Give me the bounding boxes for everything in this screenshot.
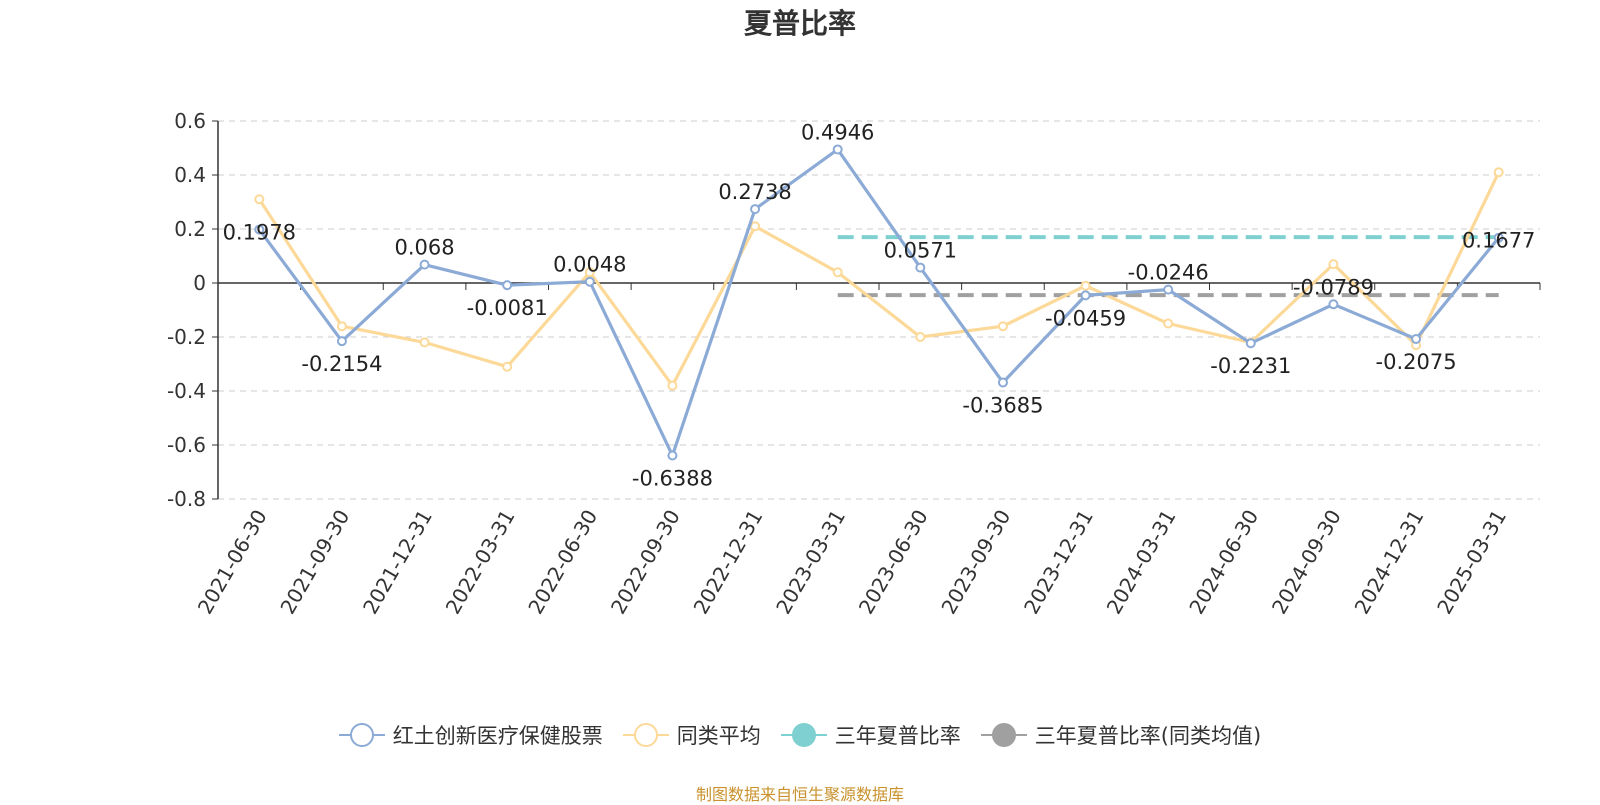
data-label: -0.2075: [1376, 350, 1457, 374]
point-fund: [1163, 284, 1174, 295]
data-label: 0.4946: [801, 120, 874, 144]
source-note: 制图数据来自恒生聚源数据库: [695, 785, 904, 804]
point-peer: [750, 221, 761, 232]
point-fund: [1080, 290, 1091, 301]
point-fund: [750, 204, 761, 215]
x-tick-label: 2024-06-30: [1184, 506, 1263, 619]
x-tick-label: 2021-06-30: [193, 506, 272, 619]
x-tick-label: 2022-12-31: [688, 506, 767, 619]
data-label: 0.2738: [718, 180, 791, 204]
x-tick-label: 2023-09-30: [936, 506, 1015, 619]
legend-item-fund[interactable]: 红土创新医疗保健股票: [338, 720, 603, 750]
x-tick-label: 2023-12-31: [1019, 506, 1098, 619]
point-peer: [1080, 280, 1091, 291]
data-label: -0.2154: [301, 352, 382, 376]
legend-label: 三年夏普比率: [834, 724, 961, 748]
y-tick-label: -0.4: [167, 379, 206, 403]
point-fund: [1493, 232, 1504, 243]
data-label: 0.1677: [1462, 229, 1535, 253]
series: [254, 144, 1504, 461]
x-tick-label: 2024-03-31: [1102, 506, 1181, 619]
point-fund: [1411, 334, 1422, 345]
y-tick-label: -0.8: [167, 487, 206, 511]
point-fund: [336, 336, 347, 347]
x-tick-label: 2024-12-31: [1349, 506, 1428, 619]
grid-lines: [218, 120, 1540, 500]
x-tick-label: 2023-06-30: [854, 506, 933, 619]
point-fund: [667, 450, 678, 461]
legend-label: 红土创新医疗保健股票: [392, 724, 603, 748]
point-peer: [1328, 259, 1339, 270]
y-tick-label: -0.2: [167, 325, 206, 349]
point-peer: [915, 332, 926, 342]
x-tick-label: 2022-09-30: [606, 506, 685, 619]
point-peer: [254, 194, 265, 205]
point-fund: [915, 262, 926, 273]
y-tick-label: -0.6: [167, 433, 206, 457]
data-label: 0.1978: [223, 221, 296, 245]
point-fund: [832, 144, 843, 155]
data-label: -0.0459: [1045, 306, 1126, 330]
point-peer: [584, 267, 595, 278]
point-peer: [419, 337, 430, 348]
point-fund: [997, 377, 1008, 388]
legend-marker-icon: [780, 723, 827, 747]
x-tick-label: 2025-03-31: [1432, 506, 1511, 619]
legend-label: 三年夏普比率(同类均值): [1034, 724, 1262, 748]
legend-marker-icon: [980, 723, 1027, 747]
y-tick-label: 0.6: [174, 109, 206, 133]
point-fund: [1245, 338, 1256, 349]
x-tick-label: 2022-06-30: [523, 506, 602, 619]
data-label: -0.2231: [1210, 354, 1291, 378]
x-tick-label: 2022-03-31: [441, 506, 520, 619]
legend-item-peer[interactable]: 同类平均: [622, 720, 761, 750]
point-peer: [667, 380, 678, 391]
legend: 红土创新医疗保健股票 同类平均 三年夏普比率 三年夏普比率(同类均值): [0, 720, 1600, 750]
point-peer: [336, 321, 347, 332]
data-label: -0.0246: [1128, 261, 1209, 285]
reference-lines: [837, 235, 1499, 298]
data-label: 0.0048: [553, 253, 626, 277]
data-label: -0.3685: [962, 393, 1043, 417]
point-fund: [1328, 299, 1339, 310]
legend-marker-icon: [622, 723, 669, 747]
legend-marker-icon: [338, 723, 385, 747]
x-tick-label: 2021-09-30: [275, 506, 354, 619]
y-tick-label: 0.2: [174, 217, 206, 241]
x-tick-label: 2023-03-31: [771, 506, 850, 619]
y-tick-label: 0.4: [174, 163, 206, 187]
data-label: -0.0081: [467, 296, 548, 320]
legend-label: 同类平均: [676, 724, 761, 748]
series-line-peer: [257, 171, 1501, 388]
series-line-fund: [258, 147, 1500, 458]
point-peer: [832, 267, 843, 278]
data-label: 0.0571: [884, 239, 957, 263]
legend-item-three_year[interactable]: 三年夏普比率: [780, 720, 961, 750]
point-fund: [254, 224, 265, 235]
chart-title: 夏普比率: [744, 7, 856, 40]
y-tick-label: 0: [193, 271, 206, 295]
data-label: 0.068: [395, 236, 455, 260]
point-peer: [997, 321, 1008, 332]
legend-item-three_year_peer[interactable]: 三年夏普比率(同类均值): [980, 720, 1262, 750]
data-label: -0.6388: [632, 466, 713, 490]
point-peer: [502, 361, 513, 372]
point-fund: [584, 276, 595, 287]
point-fund: [419, 259, 430, 270]
point-peer: [1493, 167, 1504, 178]
point-fund: [502, 280, 513, 291]
data-label: -0.0789: [1293, 275, 1374, 299]
point-peer: [1163, 318, 1174, 329]
x-tick-label: 2021-12-31: [358, 506, 437, 619]
x-tick-label: 2024-09-30: [1267, 506, 1346, 619]
